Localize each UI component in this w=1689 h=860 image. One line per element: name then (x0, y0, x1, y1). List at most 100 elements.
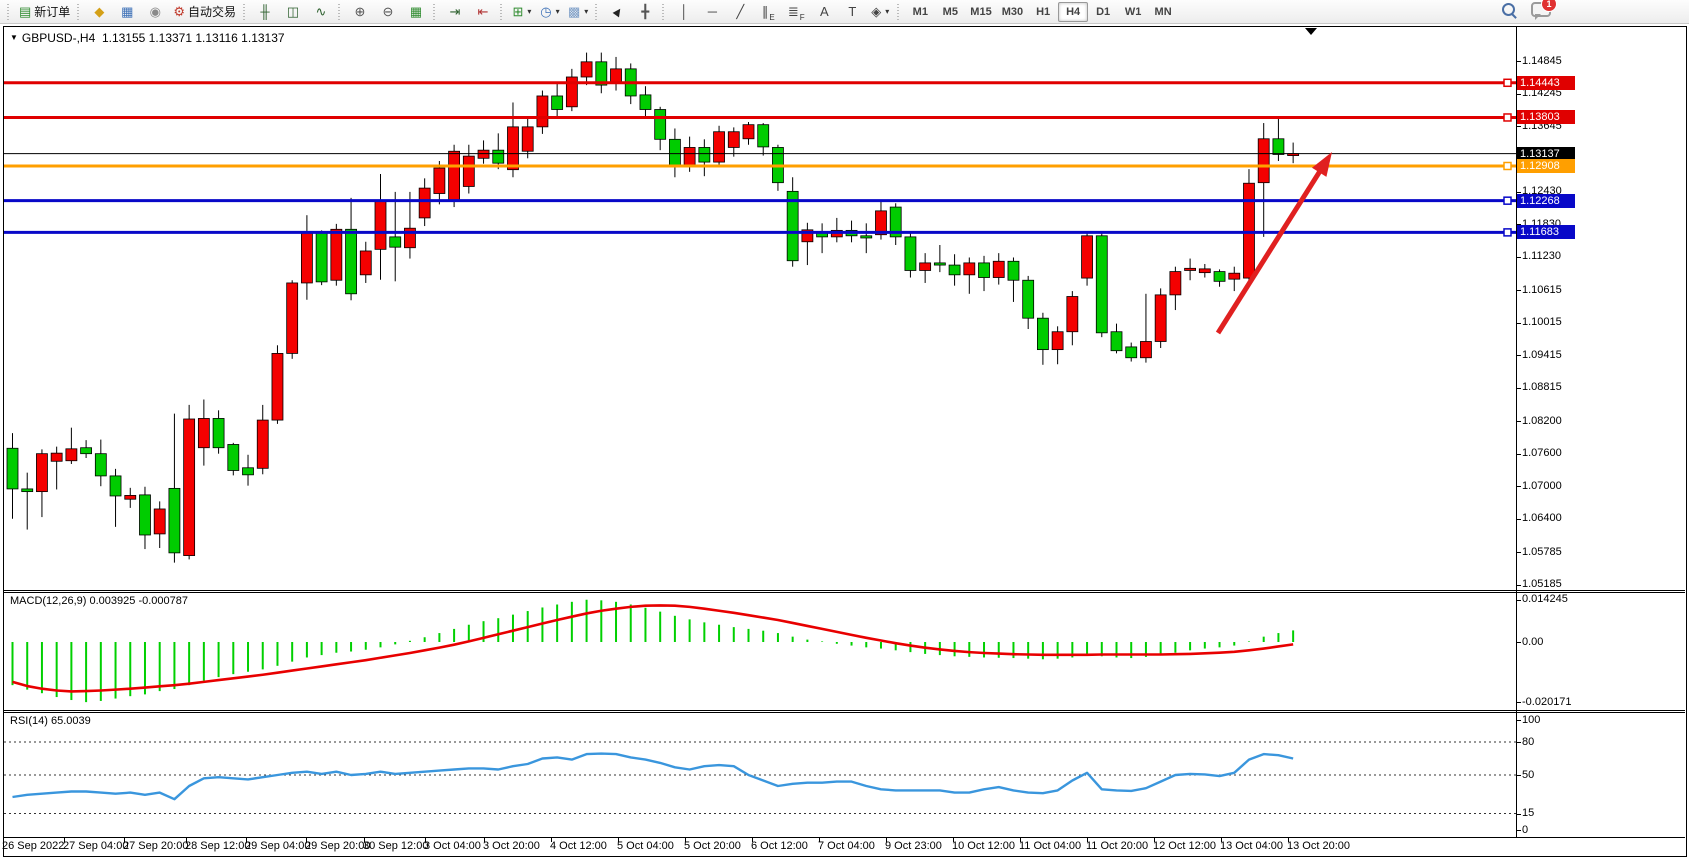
candle (389, 191, 402, 282)
search-button[interactable] (1502, 3, 1515, 16)
chat-button[interactable]: 1 (1531, 0, 1557, 20)
trend-arrow-head[interactable] (1312, 152, 1332, 177)
date-axis-label: 26 Sep 2022 (2, 840, 65, 852)
candle (904, 232, 917, 278)
line-handle[interactable] (1503, 113, 1512, 122)
line-handle[interactable] (1503, 78, 1512, 88)
candlestick-icon: ◫ (286, 3, 300, 19)
timeframe-mn-button[interactable]: MN (1148, 2, 1178, 22)
toolbar-group-grip[interactable] (499, 3, 505, 20)
toolbar-group-grip[interactable] (595, 3, 601, 20)
line-handle[interactable] (1503, 228, 1512, 237)
candle (359, 241, 372, 283)
candle-body (109, 475, 122, 497)
timeframe-d1-button[interactable]: D1 (1088, 2, 1118, 22)
toolbar-group-grip[interactable] (897, 3, 903, 20)
crosshair-button[interactable]: ╋ (631, 1, 659, 23)
date-axis-label: 10 Oct 12:00 (952, 840, 1015, 852)
candle-body (153, 508, 166, 535)
price-axis-label: 1.08815 (1522, 381, 1562, 394)
price-axis-label: 1.07000 (1522, 479, 1562, 492)
new-order-button[interactable]: ▤ 新订单 (15, 1, 74, 23)
periods-button[interactable]: ◷ ▾ (536, 1, 564, 23)
templates-button[interactable]: ▩ ▾ (564, 1, 592, 23)
candle-body (595, 61, 608, 86)
timeframe-m1-button[interactable]: M1 (905, 2, 935, 22)
autotrading-button[interactable]: ⚙ 自动交易 (169, 1, 240, 23)
timeframe-m5-button[interactable]: M5 (935, 2, 965, 22)
trendline-button[interactable]: ╱ (726, 1, 754, 23)
date-axis-tick (1221, 838, 1222, 842)
date-axis-tick (685, 838, 686, 842)
line-handle[interactable] (1503, 196, 1512, 205)
autoscroll-button[interactable]: ⇥ (441, 1, 469, 23)
date-axis-label: 9 Oct 23:00 (885, 840, 942, 852)
line-handle[interactable] (1503, 161, 1512, 171)
candle (830, 217, 843, 243)
candlestick-button[interactable]: ◫ (279, 1, 307, 23)
zoom-in-button[interactable]: ⊕ (346, 1, 374, 23)
candle (109, 468, 122, 527)
profile-button[interactable]: ◆ (85, 1, 113, 23)
text-button[interactable]: A (810, 1, 838, 23)
timeframe-w1-button[interactable]: W1 (1118, 2, 1148, 22)
candle (1243, 169, 1255, 288)
tile-windows-button[interactable]: ▦ (402, 1, 430, 23)
main-macd-separator[interactable] (4, 590, 1685, 591)
toolbar-group-grip[interactable] (77, 3, 83, 20)
candle (786, 177, 799, 267)
candle (565, 68, 578, 112)
candle (1022, 275, 1035, 330)
rsi-line (12, 752, 1294, 801)
indicators-button-caret[interactable]: ▾ (527, 7, 532, 16)
macd-rsi-separator[interactable] (4, 710, 1685, 711)
zoom-out-button[interactable]: ⊖ (374, 1, 402, 23)
toolbar-group-grip[interactable] (7, 3, 12, 20)
channel-button[interactable]: ∥ E (754, 1, 782, 23)
candle-body (698, 147, 711, 163)
bar-chart-button[interactable]: ╫ (251, 1, 279, 23)
fibonacci-icon: ≣ (787, 3, 799, 19)
candle-body (933, 262, 946, 266)
macd-axis-label: 0.00 (1522, 635, 1544, 648)
toolbar-group-grip[interactable] (337, 3, 343, 20)
timeframe-h4-button[interactable]: H4 (1058, 1, 1089, 22)
fibonacci-button[interactable]: ≣ F (782, 1, 810, 23)
templates-button-caret[interactable]: ▾ (584, 7, 589, 16)
line-chart-button[interactable]: ∿ (307, 1, 335, 23)
market-watch-icon: ▦ (121, 3, 134, 19)
signals-button[interactable]: ◉ (141, 1, 169, 23)
market-watch-button[interactable]: ▦ (113, 1, 141, 23)
indicators-button[interactable]: ⊞ ▾ (508, 1, 536, 23)
candle-body (521, 126, 534, 152)
candle (595, 52, 608, 94)
candle-body (212, 418, 225, 449)
arrows-button[interactable]: ◈ ▾ (866, 1, 894, 23)
chart-shift-button[interactable]: ⇤ (469, 1, 497, 23)
bar-chart-icon: ╫ (260, 4, 270, 19)
timeframe-m30-button[interactable]: M30 (997, 2, 1028, 22)
periods-button-caret[interactable]: ▾ (555, 7, 560, 16)
arrows-button-caret[interactable]: ▾ (885, 7, 890, 16)
toolbar-group-grip[interactable] (432, 3, 438, 20)
timeframe-d1-button-label: D1 (1096, 5, 1111, 18)
toolbar-group-grip[interactable] (662, 3, 668, 20)
chart-dropdown-icon[interactable]: ▼ (10, 33, 18, 42)
candle-body (1051, 331, 1064, 351)
timeframe-m15-button[interactable]: M15 (965, 2, 996, 22)
trend-arrow-line[interactable] (1215, 167, 1324, 335)
timeframe-h1-button[interactable]: H1 (1028, 2, 1058, 22)
toolbar-group-grip[interactable] (242, 3, 248, 20)
main-chart-canvas[interactable] (4, 28, 1516, 590)
rsi-panel-canvas[interactable] (4, 713, 1516, 837)
price-axis-label: 1.11230 (1522, 250, 1561, 263)
chart-shift-marker[interactable] (1305, 28, 1317, 35)
text-label-button[interactable]: T (838, 1, 866, 23)
horizontal-line-button[interactable]: ─ (698, 1, 726, 23)
candle (1051, 326, 1064, 365)
vertical-line-button[interactable]: │ (670, 1, 698, 23)
candle-body (565, 76, 578, 108)
macd-panel-canvas[interactable] (4, 593, 1516, 710)
cursor-button[interactable]: ► (603, 1, 631, 23)
crosshair-icon: ╋ (641, 3, 650, 19)
